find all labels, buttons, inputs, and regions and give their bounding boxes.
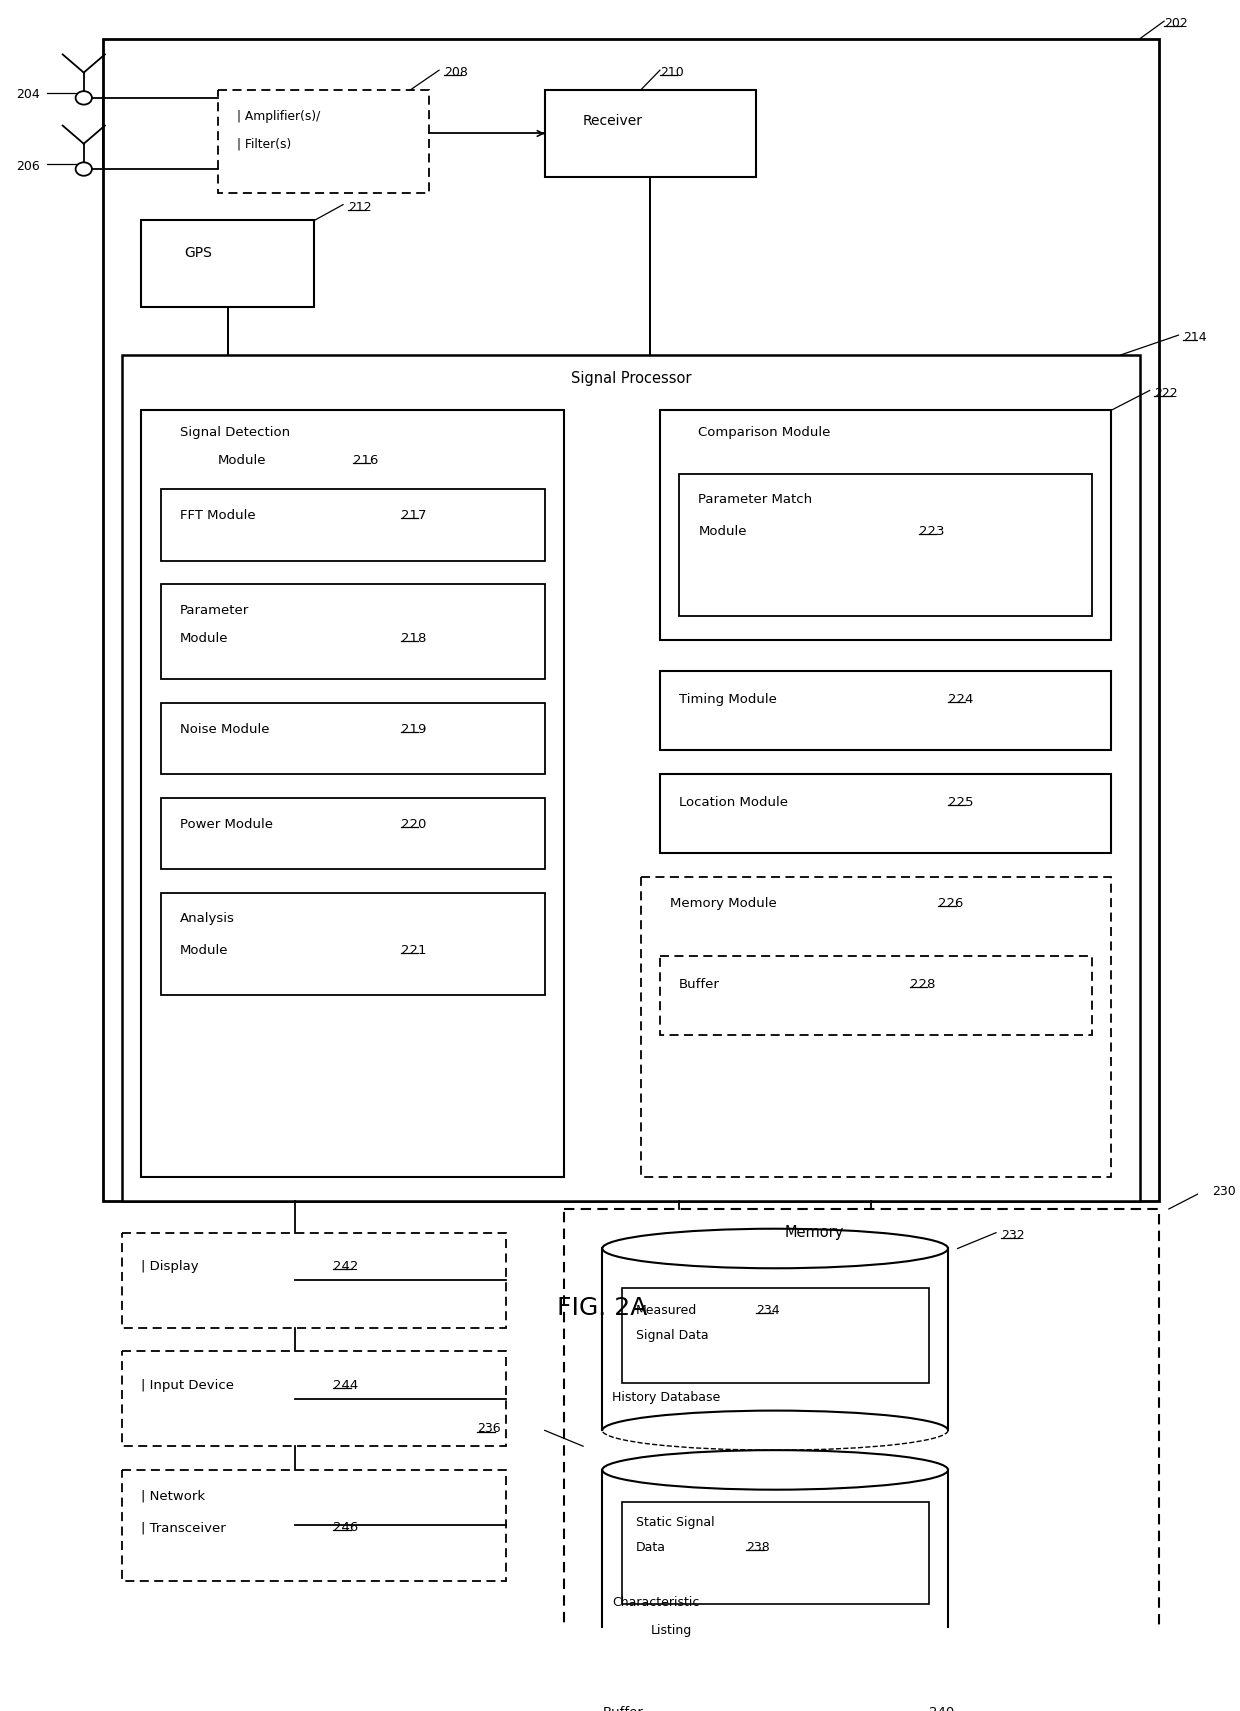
Text: Memory: Memory bbox=[785, 1225, 844, 1240]
Text: 240: 240 bbox=[929, 1706, 954, 1711]
Text: 214: 214 bbox=[1183, 332, 1207, 344]
Bar bbox=[660, 956, 1092, 1035]
Text: 206: 206 bbox=[16, 159, 40, 173]
Bar bbox=[123, 1470, 506, 1581]
Bar bbox=[621, 1502, 929, 1605]
Bar bbox=[141, 411, 564, 1177]
Bar bbox=[660, 411, 1111, 640]
Text: 225: 225 bbox=[949, 796, 973, 809]
Text: 217: 217 bbox=[401, 510, 427, 522]
Text: Signal Data: Signal Data bbox=[636, 1329, 708, 1341]
Text: 228: 228 bbox=[910, 979, 935, 991]
Bar bbox=[583, 1684, 1140, 1711]
Text: 236: 236 bbox=[477, 1422, 501, 1436]
Text: 223: 223 bbox=[919, 525, 945, 537]
Text: 218: 218 bbox=[401, 631, 427, 645]
Text: 242: 242 bbox=[334, 1261, 358, 1273]
Text: 230: 230 bbox=[1211, 1186, 1236, 1198]
Bar bbox=[161, 489, 544, 561]
Text: Comparison Module: Comparison Module bbox=[698, 426, 831, 440]
Bar bbox=[660, 671, 1111, 751]
Bar bbox=[621, 1288, 929, 1382]
Text: 232: 232 bbox=[1001, 1228, 1024, 1242]
Text: Buffer: Buffer bbox=[680, 979, 720, 991]
Bar bbox=[123, 1352, 506, 1446]
Ellipse shape bbox=[603, 1228, 949, 1268]
Text: | Network: | Network bbox=[141, 1490, 206, 1502]
Text: 208: 208 bbox=[444, 67, 467, 79]
Text: | Filter(s): | Filter(s) bbox=[237, 137, 291, 151]
Text: Module: Module bbox=[180, 631, 228, 645]
Text: GPS: GPS bbox=[185, 246, 212, 260]
Text: Static Signal: Static Signal bbox=[636, 1516, 714, 1530]
Text: 226: 226 bbox=[939, 897, 963, 910]
Text: Measured: Measured bbox=[636, 1304, 697, 1317]
Text: Data: Data bbox=[636, 1542, 666, 1554]
Text: Module: Module bbox=[180, 944, 228, 956]
Text: Analysis: Analysis bbox=[180, 912, 234, 926]
Text: Receiver: Receiver bbox=[583, 113, 644, 128]
Text: 234: 234 bbox=[756, 1304, 780, 1317]
Text: Memory Module: Memory Module bbox=[670, 897, 776, 910]
Bar bbox=[680, 474, 1092, 616]
Text: FFT Module: FFT Module bbox=[180, 510, 255, 522]
Text: FIG. 2A: FIG. 2A bbox=[557, 1295, 647, 1319]
Bar bbox=[161, 893, 544, 996]
Text: | Transceiver: | Transceiver bbox=[141, 1521, 226, 1535]
Ellipse shape bbox=[603, 1451, 949, 1490]
Text: History Database: History Database bbox=[611, 1391, 720, 1403]
Text: 244: 244 bbox=[334, 1379, 358, 1393]
Text: | Input Device: | Input Device bbox=[141, 1379, 234, 1393]
Bar bbox=[218, 91, 429, 193]
Text: Module: Module bbox=[218, 453, 267, 467]
Text: 204: 204 bbox=[16, 89, 40, 101]
Text: Timing Module: Timing Module bbox=[680, 693, 777, 707]
Text: 220: 220 bbox=[401, 818, 427, 830]
Text: Power Module: Power Module bbox=[180, 818, 273, 830]
Text: Noise Module: Noise Module bbox=[180, 722, 269, 736]
Text: 246: 246 bbox=[334, 1521, 358, 1535]
Text: 224: 224 bbox=[949, 693, 973, 707]
Text: 216: 216 bbox=[352, 453, 378, 467]
Text: 202: 202 bbox=[1164, 17, 1188, 31]
Text: Parameter Match: Parameter Match bbox=[698, 493, 812, 506]
Text: 219: 219 bbox=[401, 722, 427, 736]
Text: | Display: | Display bbox=[141, 1261, 198, 1273]
Bar bbox=[161, 703, 544, 773]
Bar bbox=[641, 876, 1111, 1177]
Text: Location Module: Location Module bbox=[680, 796, 789, 809]
Bar bbox=[660, 773, 1111, 854]
Text: 221: 221 bbox=[401, 944, 427, 956]
Text: Signal Processor: Signal Processor bbox=[570, 371, 692, 385]
Text: 238: 238 bbox=[746, 1542, 770, 1554]
Bar bbox=[123, 354, 1140, 1201]
Text: Listing: Listing bbox=[650, 1624, 692, 1637]
Bar bbox=[564, 1210, 1159, 1680]
Bar bbox=[161, 583, 544, 679]
Text: Module: Module bbox=[698, 525, 746, 537]
Bar bbox=[103, 39, 1159, 1201]
Bar bbox=[544, 91, 756, 176]
Text: | Amplifier(s)/: | Amplifier(s)/ bbox=[237, 110, 321, 123]
Text: Characteristic: Characteristic bbox=[611, 1596, 699, 1610]
Text: 222: 222 bbox=[1154, 387, 1178, 400]
Bar bbox=[161, 797, 544, 869]
Bar bbox=[141, 221, 314, 308]
Text: Buffer: Buffer bbox=[603, 1706, 644, 1711]
Text: 212: 212 bbox=[348, 200, 372, 214]
Text: 210: 210 bbox=[660, 67, 683, 79]
Text: Parameter: Parameter bbox=[180, 604, 249, 618]
Bar bbox=[123, 1232, 506, 1328]
Text: Signal Detection: Signal Detection bbox=[180, 426, 290, 440]
